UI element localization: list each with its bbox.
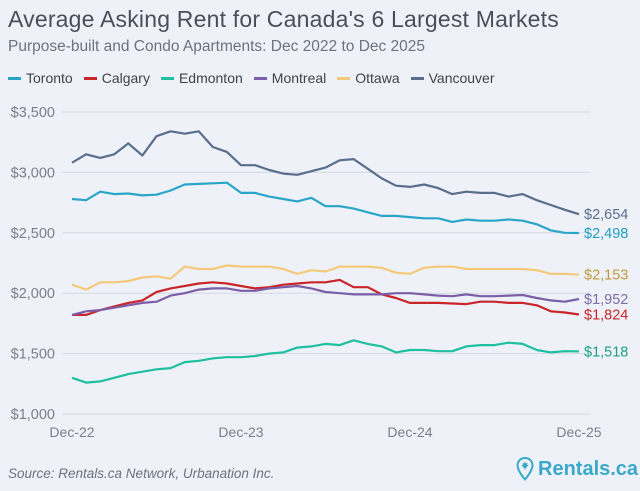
y-tick-label: $2,000 (11, 286, 55, 302)
legend-label: Edmonton (178, 70, 243, 86)
logo-text: Rentals.ca (538, 457, 639, 480)
legend-item-calgary: Calgary (83, 70, 150, 86)
rentals-logo: Rentals.ca (516, 457, 638, 481)
legend-item-vancouver: Vancouver (410, 70, 495, 86)
x-tick-label: Dec-24 (387, 424, 432, 440)
chart-title: Average Asking Rent for Canada's 6 Large… (8, 6, 559, 32)
series-line-calgary (72, 278, 580, 316)
end-value-label-calgary: $1,824 (584, 307, 628, 323)
end-value-label-toronto: $2,498 (584, 226, 628, 242)
legend-label: Ottawa (355, 70, 400, 86)
y-tick-label: $3,500 (11, 105, 55, 121)
end-value-label-vancouver: $2,654 (584, 207, 628, 223)
x-tick-label: Dec-25 (556, 424, 601, 440)
x-tick-label: Dec-22 (49, 424, 94, 440)
series-line-edmonton (71, 339, 580, 384)
end-value-label-edmonton: $1,518 (584, 344, 628, 360)
legend-swatch (83, 76, 97, 80)
legend-item-ottawa: Ottawa (337, 70, 400, 86)
legend-item-toronto: Toronto (8, 70, 73, 86)
legend-swatch (337, 76, 351, 80)
series-line-montreal (71, 284, 580, 316)
x-tick-label: Dec-23 (218, 424, 263, 440)
y-tick-label: $3,000 (11, 165, 55, 181)
map-pin-icon (516, 457, 534, 481)
legend-item-montreal: Montreal (253, 70, 327, 86)
legend-swatch (8, 76, 21, 80)
legend: Toronto Calgary Edmonton Montreal Ottawa Vanc… (8, 70, 495, 86)
legend-item-edmonton: Edmonton (160, 70, 243, 86)
legend-swatch (160, 76, 174, 80)
legend-label: Toronto (26, 70, 73, 86)
chart-subtitle: Purpose-built and Condo Apartments: Dec … (8, 38, 426, 55)
y-tick-label: $2,500 (11, 226, 55, 242)
legend-label: Vancouver (428, 70, 495, 86)
legend-label: Calgary (101, 70, 150, 86)
end-value-label-montreal: $1,952 (584, 292, 628, 308)
legend-swatch (253, 76, 267, 80)
y-tick-label: $1,000 (11, 407, 55, 423)
series-line-vancouver (71, 130, 580, 216)
legend-swatch (410, 76, 424, 80)
series-line-toronto (71, 181, 580, 235)
y-tick-label: $1,500 (11, 347, 55, 363)
legend-label: Montreal (271, 70, 327, 86)
end-value-label-ottawa: $2,153 (584, 268, 628, 284)
source-note: Source: Rentals.ca Network, Urbanation I… (8, 466, 275, 481)
series-line-ottawa (71, 264, 580, 291)
